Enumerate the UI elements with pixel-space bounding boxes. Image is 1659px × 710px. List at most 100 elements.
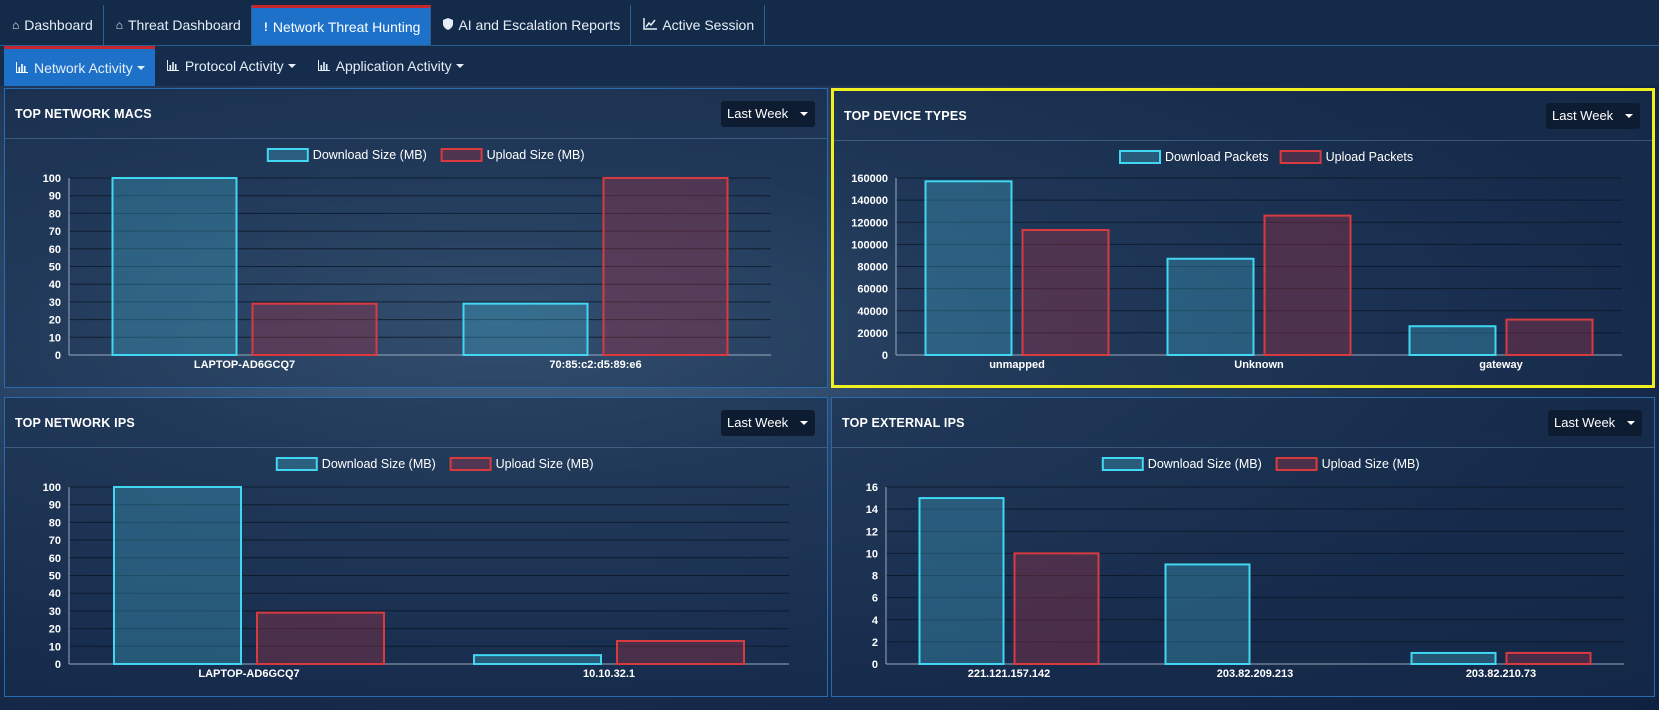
y-tick-label: 8: [872, 571, 878, 583]
legend-item[interactable]: Upload Size (MB): [449, 457, 594, 471]
y-tick-label: 50: [49, 262, 61, 274]
legend-item[interactable]: Upload Size (MB): [1275, 457, 1420, 471]
legend-item[interactable]: Download Size (MB): [266, 148, 427, 162]
chart-top-network-ips: Download Size (MB) Upload Size (MB) 0 10 20 3…: [43, 457, 789, 680]
bar-download[interactable]: [1410, 651, 1497, 665]
x-tick-label: 221.121.157.142: [968, 668, 1051, 680]
tab-dashboard[interactable]: ⌂ Dashboard: [0, 5, 104, 45]
bar-upload[interactable]: [251, 302, 378, 356]
legend-swatch: [1275, 457, 1318, 471]
chevron-down-icon: [287, 64, 296, 68]
y-tick-label: 10: [49, 332, 61, 344]
period-select[interactable]: Last Week: [721, 410, 815, 436]
legend-item[interactable]: Download Size (MB): [1101, 457, 1262, 471]
x-tick-label: 203.82.210.73: [1466, 668, 1536, 680]
bar-upload[interactable]: [1013, 552, 1100, 665]
bar-upload[interactable]: [1505, 651, 1592, 665]
legend-label: Download Size (MB): [322, 457, 436, 471]
bar-download[interactable]: [113, 486, 242, 665]
y-tick-label: 10: [866, 548, 878, 560]
legend-label: Upload Size (MB): [1322, 457, 1420, 471]
panel-title: TOP DEVICE TYPES: [844, 109, 967, 123]
bar-download[interactable]: [462, 302, 589, 356]
period-select[interactable]: Last Week: [1546, 103, 1640, 129]
period-select[interactable]: Last Week: [721, 101, 815, 127]
legend-label: Download Size (MB): [313, 148, 427, 162]
legend-item[interactable]: Upload Packets: [1279, 150, 1414, 164]
home-icon: ⌂: [115, 18, 123, 32]
subtab-application-activity[interactable]: Application Activity: [306, 46, 474, 86]
bar-download[interactable]: [918, 497, 1005, 665]
y-tick-label: 0: [55, 350, 61, 362]
legend-swatch: [266, 148, 309, 162]
period-select-value: Last Week: [1554, 415, 1616, 430]
x-tick-label: unmapped: [989, 359, 1045, 371]
y-tick-label: 100: [43, 482, 61, 494]
tab-ai-escalation-reports[interactable]: AI and Escalation Reports: [431, 5, 632, 45]
y-tick-label: 90: [49, 191, 61, 203]
bar-upload[interactable]: [1021, 228, 1110, 356]
period-select-value: Last Week: [727, 415, 789, 430]
panel-top-external-ips: TOP EXTERNAL IPS Last Week Download Size…: [831, 397, 1655, 697]
period-select-value: Last Week: [1552, 108, 1614, 123]
y-tick-label: 70: [49, 226, 61, 238]
subtab-network-activity[interactable]: Network Activity: [4, 46, 155, 86]
y-tick-label: 40000: [857, 306, 888, 318]
bar-upload[interactable]: [616, 639, 745, 666]
y-tick-label: 30: [49, 606, 61, 618]
tab-threat-dashboard[interactable]: ⌂ Threat Dashboard: [104, 5, 252, 45]
bar-download[interactable]: [1166, 257, 1255, 356]
tab-label: AI and Escalation Reports: [458, 17, 621, 33]
chevron-down-icon: [1625, 114, 1633, 118]
y-tick-label: 40: [49, 588, 61, 600]
chart-top-network-macs: Download Size (MB) Upload Size (MB) 0 10 20 3…: [43, 148, 771, 371]
y-tick-label: 0: [882, 350, 888, 362]
legend-swatch: [1279, 150, 1322, 164]
chart-top-device-types: Download Packets Upload Packets 0 20000 4000…: [851, 150, 1622, 371]
period-select-value: Last Week: [727, 106, 789, 121]
subtab-protocol-activity[interactable]: Protocol Activity: [155, 46, 306, 86]
chart-top-external-ips: Download Size (MB) Upload Size (MB) 0 2 4 6 8 1…: [866, 457, 1624, 680]
legend-item[interactable]: Download Packets: [1119, 150, 1269, 164]
y-tick-label: 50: [49, 571, 61, 583]
y-tick-label: 140000: [851, 195, 888, 207]
bar-download[interactable]: [1408, 325, 1497, 357]
subtab-label: Application Activity: [335, 58, 452, 74]
tab-network-threat-hunting[interactable]: ! Network Threat Hunting: [251, 5, 432, 45]
chevron-down-icon: [800, 112, 808, 116]
bar-download[interactable]: [473, 654, 602, 665]
bar-chart-icon: [317, 59, 330, 73]
y-tick-label: 0: [55, 659, 61, 671]
x-tick-label: LAPTOP-AD6GCQ7: [194, 359, 295, 371]
subtab-label: Protocol Activity: [184, 58, 284, 74]
bar-upload[interactable]: [1505, 318, 1594, 357]
bar-download[interactable]: [924, 180, 1013, 356]
y-tick-label: 100000: [851, 239, 888, 251]
legend-swatch: [449, 457, 492, 471]
sub-nav: Network Activity Protocol Activity Appli…: [0, 46, 1659, 86]
tab-active-session[interactable]: Active Session: [631, 5, 766, 45]
panel-header: TOP NETWORK MACS Last Week: [5, 89, 827, 139]
bar-upload[interactable]: [256, 611, 385, 665]
legend-label: Download Size (MB): [1148, 457, 1262, 471]
tab-label: Active Session: [662, 17, 755, 33]
legend-item[interactable]: Upload Size (MB): [440, 148, 585, 162]
y-tick-label: 100: [43, 173, 61, 185]
chevron-down-icon: [1627, 421, 1635, 425]
period-select[interactable]: Last Week: [1548, 410, 1642, 436]
bar-upload[interactable]: [602, 177, 729, 356]
legend-swatch: [1119, 150, 1161, 164]
y-tick-label: 6: [872, 593, 878, 605]
y-tick-label: 20: [49, 624, 61, 636]
bar-download[interactable]: [1164, 563, 1251, 665]
tab-label: Dashboard: [24, 17, 93, 33]
shield-icon: [443, 18, 454, 32]
bar-download[interactable]: [111, 177, 238, 356]
chevron-down-icon: [136, 65, 145, 70]
legend-item[interactable]: Download Size (MB): [275, 457, 436, 471]
x-tick-label: gateway: [1479, 359, 1523, 371]
legend-label: Upload Size (MB): [496, 457, 594, 471]
bar-upload[interactable]: [1263, 214, 1352, 356]
x-tick-label: 203.82.209.213: [1217, 668, 1293, 680]
tab-label: Threat Dashboard: [128, 17, 241, 33]
